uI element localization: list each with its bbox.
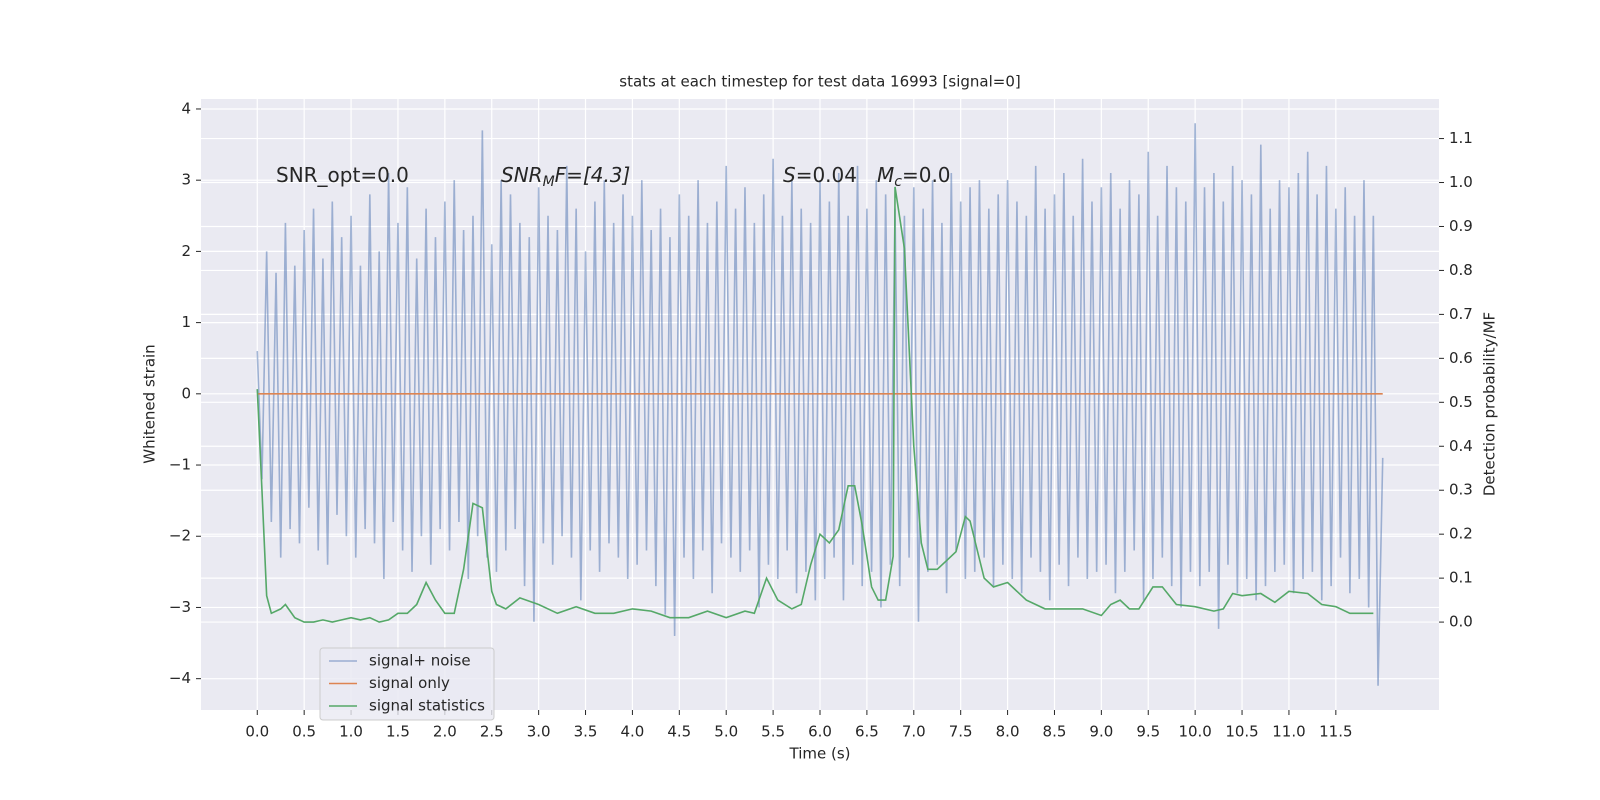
x-tick-label: 1.0 (339, 723, 363, 741)
annotation-part: =0.04 (796, 163, 857, 187)
x-tick-label: 8.0 (996, 723, 1020, 741)
legend-box (319, 647, 495, 721)
x-tick-label: 5.5 (761, 723, 785, 741)
x-tick-label: 10.0 (1178, 723, 1211, 741)
annotation-part: F=[4.3] (555, 163, 631, 187)
x-axis-label: Time (s) (789, 745, 851, 763)
x-tick-label: 1.5 (386, 723, 410, 741)
x-tick-label: 6.0 (808, 723, 832, 741)
y-tick-label: 0 (181, 384, 191, 402)
x-tick-label: 6.5 (855, 723, 879, 741)
x-tick-label: 7.0 (902, 723, 926, 741)
x-tick-label: 7.5 (949, 723, 973, 741)
y-tick-label: −2 (169, 527, 191, 545)
y-tick-label: 1 (181, 313, 191, 331)
x-tick-label: 11.0 (1272, 723, 1305, 741)
x-tick-label: 5.0 (714, 723, 738, 741)
y2-tick-label: 0.1 (1449, 569, 1473, 587)
y-tick-label: 4 (181, 99, 191, 117)
series-line (256, 186, 1374, 623)
annotation-part: S (783, 163, 796, 187)
y-tick-label: −4 (169, 669, 191, 687)
x-tick-label: 2.5 (480, 723, 504, 741)
legend-label: signal+ noise (369, 652, 471, 670)
y2-tick-label: 1.1 (1449, 129, 1473, 147)
x-tick-label: 0.5 (292, 723, 316, 741)
y2-tick-label: 0.5 (1449, 393, 1473, 411)
series-line (256, 123, 1384, 686)
annotation: SNRMF=[4.3] (501, 163, 630, 191)
x-tick-label: 11.5 (1319, 723, 1352, 741)
annotation: SNR_opt=0.0 (276, 163, 409, 187)
y-tick-label: 2 (181, 242, 191, 260)
x-tick-label: 2.0 (433, 723, 457, 741)
x-tick-label: 9.5 (1136, 723, 1160, 741)
legend-label: signal statistics (369, 697, 485, 715)
y-axis-label: Whitened strain (141, 344, 159, 463)
annotation-part: SNR (501, 163, 543, 187)
annotation: Mc=0.0 (877, 163, 951, 191)
x-tick-label: 3.0 (527, 723, 551, 741)
x-tick-label: 8.5 (1043, 723, 1067, 741)
x-tick-label: 3.5 (574, 723, 598, 741)
x-tick-label: 9.0 (1089, 723, 1113, 741)
y2-tick-label: 0.0 (1449, 613, 1473, 631)
annotation-part: M (543, 174, 555, 190)
x-tick-label: 4.5 (667, 723, 691, 741)
y2-tick-label: 1.0 (1449, 173, 1473, 191)
y-tick-label: −1 (169, 456, 191, 474)
chart-title: stats at each timestep for test data 169… (619, 73, 1020, 91)
y2-tick-label: 0.8 (1449, 261, 1473, 279)
annotation-part: =0.0 (902, 163, 951, 187)
x-tick-label: 0.0 (245, 723, 269, 741)
y2-tick-label: 0.4 (1449, 437, 1473, 455)
y2-axis-label: Detection probability/MF (1481, 312, 1499, 496)
annotation-part: SNR_opt=0.0 (276, 163, 409, 187)
x-tick-label: 4.0 (620, 723, 644, 741)
y2-tick-label: 0.3 (1449, 481, 1473, 499)
y2-tick-label: 0.6 (1449, 349, 1473, 367)
annotation-part: c (894, 174, 902, 190)
annotation-part: M (877, 163, 894, 187)
legend: signal+ noise signal only signal statistic… (319, 647, 495, 721)
y-tick-label: 3 (181, 171, 191, 189)
x-tick-label: 10.5 (1225, 723, 1258, 741)
y2-tick-label: 0.2 (1449, 525, 1473, 543)
legend-label: signal only (369, 674, 450, 692)
y-tick-label: −3 (169, 598, 191, 616)
y2-tick-label: 0.7 (1449, 305, 1473, 323)
y2-tick-label: 0.9 (1449, 217, 1473, 235)
annotation: S=0.04 (783, 163, 857, 187)
